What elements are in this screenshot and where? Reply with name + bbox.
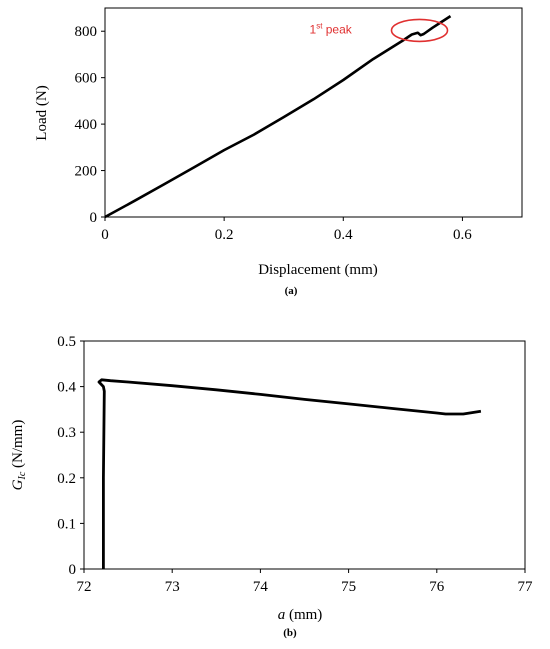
chart-a-series-line bbox=[104, 15, 452, 219]
chart-a-ylabel: Load (N) bbox=[34, 85, 50, 140]
chart-b-xticks: 72 73 74 75 76 77 bbox=[77, 569, 534, 595]
ytick-label: 0.3 bbox=[57, 425, 76, 441]
chart-a: 0 200 400 600 800 0 0.2 0.4 0.6 1st peak Load (… bbox=[34, 7, 523, 297]
peak-annotation: 1st peak bbox=[310, 21, 353, 36]
chart-b: 0 0.1 0.2 0.3 0.4 0.5 72 73 74 75 76 77 GIc (N/mm)… bbox=[10, 334, 533, 639]
xtick-label: 72 bbox=[77, 579, 92, 595]
chart-b-series-line bbox=[97, 378, 482, 569]
chart-b-ylabel: GIc (N/mm) bbox=[10, 420, 28, 491]
chart-b-xlabel-symbol: a bbox=[278, 607, 286, 623]
chart-a-xlabel: Displacement (mm) bbox=[258, 262, 378, 278]
xtick-label: 0.4 bbox=[334, 227, 353, 243]
chart-b-ylabel-unit: (N/mm) bbox=[10, 420, 26, 472]
ytick-label: 400 bbox=[75, 117, 98, 133]
chart-b-frame bbox=[83, 340, 526, 570]
xtick-label: 0.6 bbox=[453, 227, 472, 243]
xtick-label: 77 bbox=[518, 579, 534, 595]
ytick-label: 0.5 bbox=[57, 334, 76, 350]
ytick-label: 200 bbox=[75, 164, 98, 180]
xtick-label: 75 bbox=[341, 579, 356, 595]
ytick-label: 0.2 bbox=[57, 471, 76, 487]
chart-a-yticks: 0 200 400 600 800 bbox=[75, 24, 105, 226]
chart-b-panel-label: (b) bbox=[283, 627, 297, 639]
xtick-label: 0.2 bbox=[215, 227, 234, 243]
xtick-label: 76 bbox=[429, 579, 445, 595]
chart-b-xlabel: a (mm) bbox=[278, 607, 323, 623]
chart-b-ylabel-subscript: Ic bbox=[17, 471, 28, 480]
xtick-label: 74 bbox=[253, 579, 269, 595]
ytick-label: 0.4 bbox=[57, 380, 76, 396]
chart-b-ylabel-symbol: G bbox=[10, 479, 26, 490]
xtick-label: 0 bbox=[101, 227, 109, 243]
peak-annotation-number: 1 bbox=[310, 22, 317, 36]
peak-highlight-ellipse bbox=[390, 18, 449, 43]
chart-a-frame bbox=[104, 7, 523, 218]
xtick-label: 73 bbox=[165, 579, 180, 595]
peak-annotation-suffix: peak bbox=[322, 22, 352, 36]
ytick-label: 0 bbox=[69, 562, 77, 578]
chart-a-xticks: 0 0.2 0.4 0.6 bbox=[101, 217, 472, 243]
chart-a-panel-label: (a) bbox=[285, 285, 298, 297]
ytick-label: 0.1 bbox=[57, 516, 76, 532]
ytick-label: 0 bbox=[90, 210, 98, 226]
ytick-label: 600 bbox=[75, 71, 98, 87]
peak-annotation-superscript: st bbox=[316, 21, 323, 30]
chart-b-xlabel-unit: (mm) bbox=[285, 607, 322, 623]
chart-b-yticks: 0 0.1 0.2 0.3 0.4 0.5 bbox=[57, 334, 84, 578]
ytick-label: 800 bbox=[75, 24, 98, 40]
